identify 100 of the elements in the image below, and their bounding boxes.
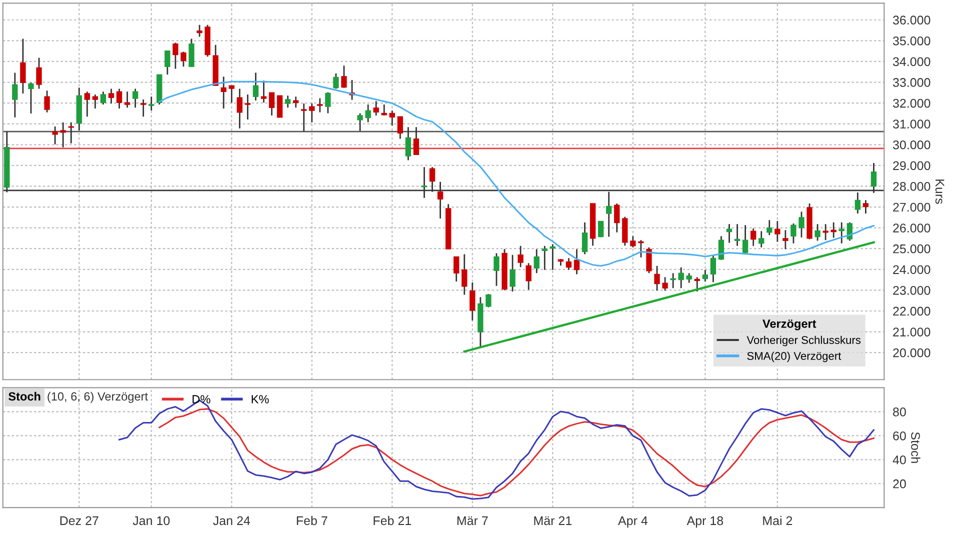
candlestick [236,88,242,130]
candlestick [550,244,556,271]
candlestick [694,276,700,292]
candlestick [84,90,90,118]
candlestick [494,252,500,287]
candlestick [790,222,796,244]
candlestick [268,92,275,116]
candlestick [774,220,780,242]
candlestick [750,228,756,247]
y-tick-label: 25.000 [893,244,930,254]
candlestick [638,239,644,258]
legend-title: Verzögert [762,320,816,330]
candlestick [766,219,772,236]
x-tick-label: Feb 21 [374,516,411,526]
candlestick [172,42,178,70]
candlestick [180,50,186,68]
y-tick-label: 35.000 [892,36,930,46]
candlestick [405,126,412,161]
y-tick-label: 29.000 [893,161,930,170]
candlestick [734,223,740,247]
candlestick [220,76,226,110]
chart-subtitle: (10, 6, 6) Verzögert [48,392,148,403]
candlestick [357,112,363,132]
candlestick [164,50,170,76]
candlestick [782,229,788,250]
y-tick-label: 31.000 [892,120,930,128]
candlestick [389,110,395,126]
candlestick [260,80,267,104]
candlestick [325,92,331,114]
y-tick-label: 23.000 [893,286,930,295]
y-tick-label: 40 [892,455,906,464]
candlestick [534,248,540,274]
candlestick [124,90,130,108]
candlestick [276,94,283,118]
y-tick-label: 21.000 [893,328,930,336]
candlestick [317,98,323,113]
candlestick [397,116,404,140]
y-tick-label: 20 [893,479,906,488]
candlestick [244,94,251,120]
y-tick-label: 30.000 [892,140,930,150]
x-tick-label: Jan 10 [132,516,170,526]
candlestick [52,126,58,146]
x-tick-label: Mär 7 [457,516,488,526]
candlestick [798,211,804,238]
y-tick-label: 20.000 [893,348,930,358]
candlestick [333,72,339,90]
candlestick [646,246,652,274]
y-tick-label: 28.000 [893,182,930,191]
candlestick [566,257,572,271]
x-tick-label: Dez 27 [60,516,98,526]
candlestick [510,254,516,292]
candlestick [622,216,628,246]
candlestick [92,94,98,110]
candlestick [758,230,764,248]
candlestick [710,255,716,283]
y-tick-label: 24.000 [893,265,930,274]
y-tick-label: 80 [893,407,906,416]
x-tick-label: Mär 21 [534,516,572,526]
candlestick [309,102,315,124]
candlestick [526,262,532,290]
legend-label: D% [192,395,210,404]
candlestick [862,199,869,214]
y-tick-label: 60 [893,431,906,440]
candlestick [486,293,492,308]
candlestick [148,96,154,112]
x-tick-label: Feb 7 [296,516,328,526]
candlestick [702,269,708,282]
candlestick [12,72,18,118]
candlestick [100,90,106,106]
candlestick [582,222,588,255]
line-series [158,408,874,496]
candlestick [574,248,580,275]
candlestick [542,245,548,271]
y-axis-title: Kurs [935,180,944,204]
candlestick [116,88,122,110]
candlestick [718,235,724,261]
candlestick [44,90,50,114]
legend-label: Vorheriger Schlusskurs [746,336,861,346]
candlestick [28,82,34,114]
legend-label: K% [252,395,269,404]
candlestick [228,84,234,104]
candlestick [140,98,146,118]
y-tick-label: 27.000 [893,202,930,212]
y-axis-title: Stoch [911,432,920,463]
candlestick [678,266,684,289]
candlestick [252,72,259,102]
candlestick [36,57,42,90]
candlestick [301,102,307,132]
candlestick [413,126,420,156]
candlestick [726,223,732,244]
candlestick [518,245,524,268]
candlestick [365,104,371,123]
candlestick [462,254,468,296]
candlestick [373,100,379,116]
x-tick-label: Jan 24 [213,516,250,526]
candlestick [132,88,138,108]
candlestick [654,265,660,292]
candlestick [814,223,820,242]
y-tick-label: 36.000 [892,16,930,25]
candlestick [470,282,476,322]
